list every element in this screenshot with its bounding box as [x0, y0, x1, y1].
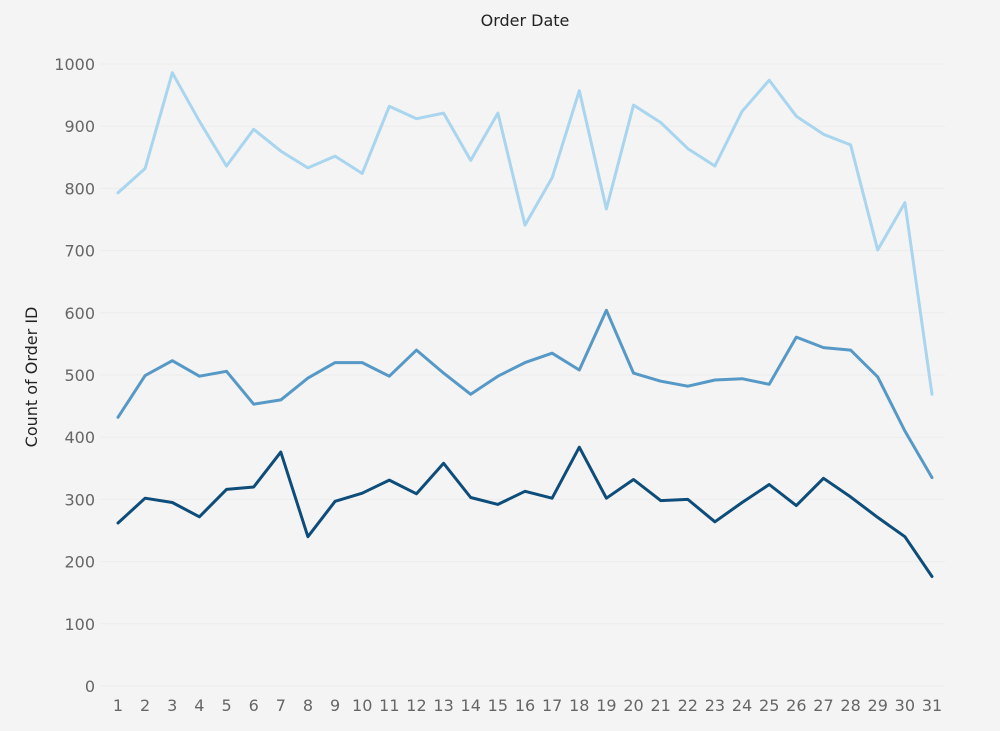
- x-tick-label: 26: [786, 696, 806, 715]
- x-tick-label: 18: [569, 696, 589, 715]
- y-tick-label: 800: [64, 179, 95, 198]
- y-tick-label: 700: [64, 242, 95, 261]
- gridlines: [100, 63, 945, 687]
- x-tick-label: 25: [759, 696, 779, 715]
- series-line-2: [116, 308, 934, 480]
- x-tick-label: 24: [732, 696, 752, 715]
- x-tick-label: 9: [330, 696, 340, 715]
- chart-title: Order Date: [481, 11, 570, 30]
- x-tick-label: 19: [596, 696, 616, 715]
- x-tick-label: 12: [406, 696, 426, 715]
- x-tick-label: 23: [705, 696, 725, 715]
- x-tick-label: 17: [542, 696, 562, 715]
- x-tick-label: 4: [194, 696, 204, 715]
- x-tick-label: 30: [895, 696, 915, 715]
- x-tick-label: 5: [221, 696, 231, 715]
- series-lines: [116, 71, 934, 578]
- x-tick-label: 31: [922, 696, 942, 715]
- y-tick-label: 600: [64, 304, 95, 323]
- x-tick-label: 20: [623, 696, 643, 715]
- y-tick-label: 100: [64, 615, 95, 634]
- x-tick-label: 3: [167, 696, 177, 715]
- y-tick-label: 200: [64, 553, 95, 572]
- y-tick-label: 900: [64, 117, 95, 136]
- x-tick-label: 28: [840, 696, 860, 715]
- x-tick-label: 21: [650, 696, 670, 715]
- x-axis-ticks: 1 2 3 4 5 6 7 8 9 10 11 12 13 14 15 16 17 18 19 20 21 22 23 24 2…: [113, 696, 942, 715]
- series-line-3: [116, 445, 934, 578]
- x-tick-label: 29: [868, 696, 888, 715]
- x-tick-label: 15: [488, 696, 508, 715]
- y-axis-ticks: 0 100 200 300 400 500 600 700 800 900 1000: [54, 55, 95, 696]
- x-tick-label: 22: [678, 696, 698, 715]
- x-tick-label: 14: [461, 696, 481, 715]
- x-tick-label: 16: [515, 696, 535, 715]
- x-tick-label: 7: [276, 696, 286, 715]
- x-tick-label: 2: [140, 696, 150, 715]
- y-axis-label: Count of Order ID: [22, 307, 41, 448]
- x-tick-label: 1: [113, 696, 123, 715]
- x-tick-label: 11: [379, 696, 399, 715]
- y-tick-label: 500: [64, 366, 95, 385]
- y-tick-label: 0: [85, 677, 95, 696]
- x-tick-label: 6: [249, 696, 259, 715]
- y-tick-label: 400: [64, 428, 95, 447]
- x-tick-label: 13: [433, 696, 453, 715]
- y-tick-label: 1000: [54, 55, 95, 74]
- x-tick-label: 27: [813, 696, 833, 715]
- y-tick-label: 300: [64, 490, 95, 509]
- series-line-1: [116, 71, 934, 396]
- x-tick-label: 8: [303, 696, 313, 715]
- x-tick-label: 10: [352, 696, 372, 715]
